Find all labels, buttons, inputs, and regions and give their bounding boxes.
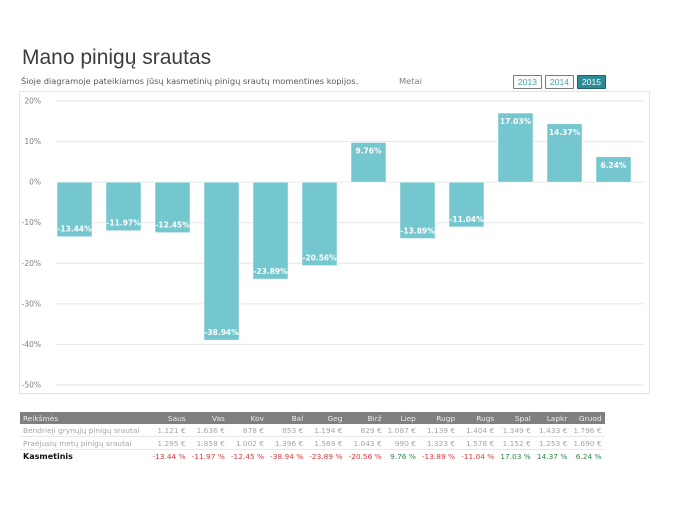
summary-cell: 6.24 %: [575, 451, 602, 461]
summary-cell: -12.45 %: [230, 451, 265, 461]
data-label: -13.89%: [400, 226, 435, 235]
table-cell: 1.043 €: [345, 436, 385, 450]
table-cell: 1.253 €: [533, 436, 571, 450]
table-header-month: Saus: [149, 412, 189, 424]
summary-cell: -23.89 %: [309, 451, 343, 461]
bar-bal: [203, 181, 240, 341]
summary-cell: -38.94 %: [270, 451, 304, 461]
chart-area: 20% 10% 0% -10% -20% -30% -40% -50% -13.44% -11.9…: [19, 91, 650, 394]
year-slicer: 2013 2014 2015: [513, 75, 606, 89]
table-cell: 1.152 €: [497, 436, 534, 450]
table-cell: 1.002 €: [227, 436, 268, 450]
table-cell: 1.858 €: [188, 436, 228, 450]
table-cell: 1.636 €: [188, 424, 228, 437]
summary-cell: -20.56 %: [348, 451, 382, 461]
data-label: -11.97%: [106, 219, 141, 228]
bar-birž: [301, 181, 338, 266]
table-header-month: Liep: [384, 412, 419, 424]
summary-row: Kasmetinis -13.44 % -11.97 % -12.45 % -38.94…: [20, 450, 605, 463]
page-title: Mano pinigų srautas: [22, 46, 212, 69]
bar-rugp: [399, 181, 436, 239]
year-button-2014[interactable]: 2014: [545, 75, 574, 89]
summary-cell: -11.04 %: [461, 451, 495, 461]
bar-lapkr: [546, 123, 583, 183]
row-label: Bendrieji grynųjų pinigų srautai: [20, 424, 150, 437]
bar-liep: [350, 142, 387, 183]
bar-kov: [154, 181, 191, 233]
y-tick-label: 0%: [29, 178, 41, 187]
bar-saus: [56, 181, 93, 237]
table-cell: 1.194 €: [306, 424, 346, 437]
table-cell: 829 €: [345, 424, 385, 437]
table-row: Bendrieji grynųjų pinigų srautai 1.121 €1…: [20, 424, 605, 437]
y-tick-label: -50%: [22, 381, 41, 390]
bar-spal: [497, 112, 534, 183]
table-cell: 1.087 €: [384, 424, 419, 437]
data-label: -12.45%: [155, 221, 190, 230]
summary-cell: 14.37 %: [536, 451, 568, 461]
year-button-2015[interactable]: 2015: [577, 75, 606, 89]
data-label: 9.76%: [355, 147, 382, 156]
y-tick-label: -20%: [22, 259, 41, 268]
summary-label: Kasmetinis: [23, 451, 73, 461]
data-label: -11.04%: [449, 215, 484, 224]
table-cell: 1.569 €: [306, 436, 346, 450]
data-label: -38.94%: [204, 328, 239, 337]
table-cell: 990 €: [384, 436, 419, 450]
y-tick-label: -10%: [22, 218, 41, 227]
table-header-row: Reikšmės Saus Vas Kov Bal Geg Birž Liep Rugp Rugs…: [20, 412, 605, 424]
table-header-month: Lapkr: [533, 412, 571, 424]
table-cell: 1.295 €: [149, 436, 189, 450]
table-header-month: Vas: [188, 412, 228, 424]
table-header-month: Gruod: [570, 412, 605, 424]
data-label: -13.44%: [57, 225, 92, 234]
table-cell: 1.349 €: [497, 424, 534, 437]
table-header-month: Geg: [306, 412, 346, 424]
table-cell: 1.121 €: [149, 424, 189, 437]
table-cell: 1.404 €: [458, 424, 498, 437]
summary-cell: 17.03 %: [500, 451, 531, 461]
page-subtitle: Šioje diagramoje pateikiamos jūsų kasmet…: [21, 76, 359, 86]
table-row: Praėjusių metų pinigų srautai 1.295 €1.85…: [20, 436, 605, 450]
summary-cell: 9.76 %: [390, 451, 416, 461]
table-cell: 1.323 €: [418, 436, 459, 450]
data-label: -23.89%: [253, 267, 288, 276]
data-label: 17.03%: [500, 117, 532, 126]
years-label: Metai: [399, 76, 422, 86]
table-header-month: Rugs: [458, 412, 498, 424]
table-header-month: Kov: [227, 412, 268, 424]
table-header-month: Birž: [345, 412, 385, 424]
summary-cell: -13.89 %: [421, 451, 456, 461]
data-label: 14.37%: [549, 128, 581, 137]
y-tick-label: 10%: [24, 137, 41, 146]
table-cell: 1.396 €: [267, 436, 307, 450]
data-label: -20.56%: [302, 254, 337, 263]
summary-cell: -13.44 %: [152, 451, 186, 461]
y-tick-label: -40%: [22, 340, 41, 349]
bar-rugs: [448, 181, 485, 228]
table-cell: 1.433 €: [533, 424, 571, 437]
y-tick-label: 20%: [24, 97, 41, 106]
summary-cell: -11.97 %: [191, 451, 225, 461]
bar-gruod: [595, 156, 632, 183]
year-button-2013[interactable]: 2013: [513, 75, 542, 89]
table-header-month: Bal: [267, 412, 307, 424]
table-header-label: Reikšmės: [20, 412, 150, 424]
cash-flow-bar-chart: 20% 10% 0% -10% -20% -30% -40% -50% -13.44% -11.9…: [22, 97, 644, 390]
table-cell: 1.578 €: [458, 436, 498, 450]
table-cell: 1.690 €: [570, 436, 605, 450]
table-cell: 878 €: [227, 424, 268, 437]
y-tick-label: -30%: [22, 299, 41, 308]
bar-vas: [105, 181, 142, 231]
table-cell: 853 €: [267, 424, 307, 437]
cash-flow-table: Reikšmės Saus Vas Kov Bal Geg Birž Liep Rugp Rugs…: [20, 412, 605, 462]
row-label: Praėjusių metų pinigų srautai: [20, 436, 150, 450]
table-header-month: Spal: [497, 412, 534, 424]
bar-geg: [252, 181, 289, 280]
data-label: 6.24%: [600, 161, 627, 170]
table-cell: 1.796 €: [570, 424, 605, 437]
table-cell: 1.139 €: [418, 424, 459, 437]
table-header-month: Rugp: [418, 412, 459, 424]
